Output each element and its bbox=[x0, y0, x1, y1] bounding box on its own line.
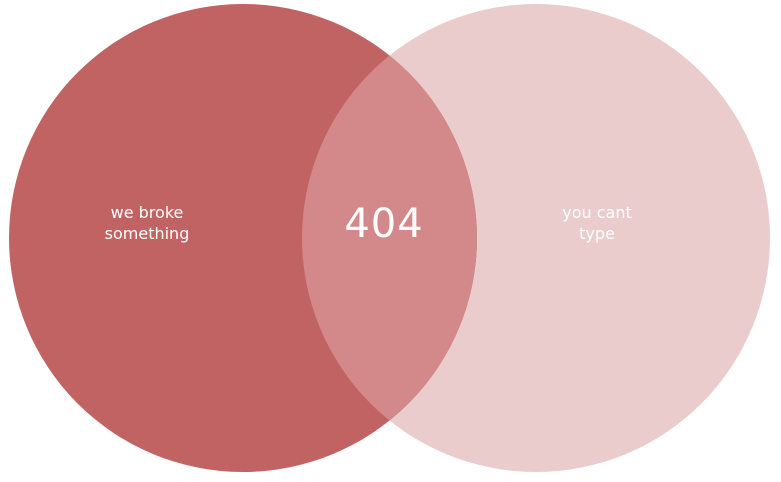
right-circle-label: you cant type bbox=[522, 202, 672, 244]
left-label-line-1: we broke bbox=[110, 203, 184, 222]
right-label-line-1: you cant bbox=[562, 203, 632, 222]
left-label-line-2: something bbox=[104, 224, 190, 243]
left-circle-label: we broke something bbox=[72, 202, 222, 244]
overlap-region bbox=[302, 4, 477, 472]
right-label-line-2: type bbox=[579, 224, 615, 243]
overlap-label-404: 404 bbox=[344, 201, 424, 247]
